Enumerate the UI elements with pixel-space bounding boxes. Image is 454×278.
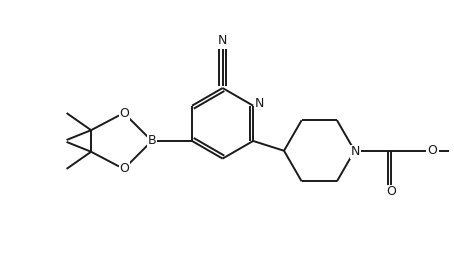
Text: N: N: [255, 97, 264, 110]
Text: O: O: [119, 162, 129, 175]
Text: O: O: [427, 144, 437, 157]
Text: N: N: [351, 145, 360, 158]
Text: N: N: [218, 34, 227, 46]
Text: O: O: [386, 185, 396, 198]
Text: O: O: [119, 107, 129, 120]
Text: B: B: [148, 135, 156, 147]
